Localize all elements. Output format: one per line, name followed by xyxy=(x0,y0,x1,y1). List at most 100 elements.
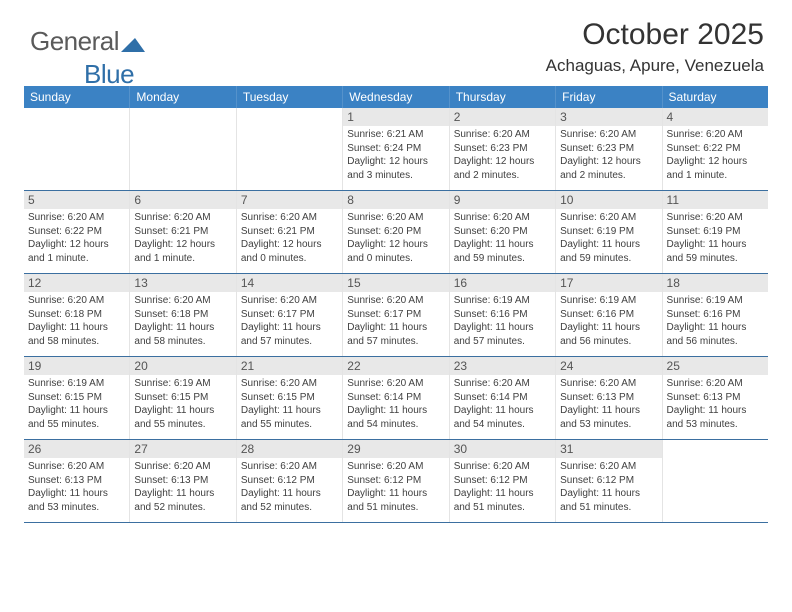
day-cell: 26Sunrise: 6:20 AMSunset: 6:13 PMDayligh… xyxy=(24,440,130,522)
logo-triangle-icon xyxy=(121,28,145,59)
day-number: 30 xyxy=(450,440,555,458)
location: Achaguas, Apure, Venezuela xyxy=(546,56,764,76)
day-number: 18 xyxy=(663,274,768,292)
day-number: 23 xyxy=(450,357,555,375)
day-number: 29 xyxy=(343,440,448,458)
day-number: 13 xyxy=(130,274,235,292)
day-cell: 7Sunrise: 6:20 AMSunset: 6:21 PMDaylight… xyxy=(237,191,343,273)
day-info: Sunrise: 6:20 AMSunset: 6:13 PMDaylight:… xyxy=(130,458,235,516)
day-cell: 29Sunrise: 6:20 AMSunset: 6:12 PMDayligh… xyxy=(343,440,449,522)
day-info: Sunrise: 6:20 AMSunset: 6:17 PMDaylight:… xyxy=(237,292,342,350)
day-info: Sunrise: 6:20 AMSunset: 6:13 PMDaylight:… xyxy=(24,458,129,516)
day-number: 4 xyxy=(663,108,768,126)
day-info: Sunrise: 6:20 AMSunset: 6:18 PMDaylight:… xyxy=(130,292,235,350)
day-info: Sunrise: 6:20 AMSunset: 6:12 PMDaylight:… xyxy=(450,458,555,516)
weekday-label: Saturday xyxy=(663,86,768,108)
week-row: 19Sunrise: 6:19 AMSunset: 6:15 PMDayligh… xyxy=(24,357,768,440)
day-info: Sunrise: 6:20 AMSunset: 6:20 PMDaylight:… xyxy=(343,209,448,267)
day-cell xyxy=(24,108,130,190)
day-info: Sunrise: 6:20 AMSunset: 6:22 PMDaylight:… xyxy=(24,209,129,267)
weekday-label: Monday xyxy=(130,86,236,108)
day-cell: 14Sunrise: 6:20 AMSunset: 6:17 PMDayligh… xyxy=(237,274,343,356)
day-info: Sunrise: 6:20 AMSunset: 6:15 PMDaylight:… xyxy=(237,375,342,433)
day-cell: 13Sunrise: 6:20 AMSunset: 6:18 PMDayligh… xyxy=(130,274,236,356)
logo: General Blue xyxy=(30,26,145,90)
day-cell: 22Sunrise: 6:20 AMSunset: 6:14 PMDayligh… xyxy=(343,357,449,439)
day-number: 25 xyxy=(663,357,768,375)
day-number: 6 xyxy=(130,191,235,209)
day-info: Sunrise: 6:20 AMSunset: 6:21 PMDaylight:… xyxy=(237,209,342,267)
day-number: 27 xyxy=(130,440,235,458)
day-number: 15 xyxy=(343,274,448,292)
day-number: 16 xyxy=(450,274,555,292)
weekday-label: Tuesday xyxy=(237,86,343,108)
day-info: Sunrise: 6:20 AMSunset: 6:21 PMDaylight:… xyxy=(130,209,235,267)
day-info: Sunrise: 6:19 AMSunset: 6:16 PMDaylight:… xyxy=(556,292,661,350)
day-info: Sunrise: 6:20 AMSunset: 6:17 PMDaylight:… xyxy=(343,292,448,350)
day-cell xyxy=(663,440,768,522)
day-cell: 18Sunrise: 6:19 AMSunset: 6:16 PMDayligh… xyxy=(663,274,768,356)
week-row: 26Sunrise: 6:20 AMSunset: 6:13 PMDayligh… xyxy=(24,440,768,523)
day-cell: 1Sunrise: 6:21 AMSunset: 6:24 PMDaylight… xyxy=(343,108,449,190)
day-info: Sunrise: 6:20 AMSunset: 6:12 PMDaylight:… xyxy=(237,458,342,516)
day-info: Sunrise: 6:20 AMSunset: 6:23 PMDaylight:… xyxy=(556,126,661,184)
day-cell xyxy=(237,108,343,190)
day-number: 11 xyxy=(663,191,768,209)
day-info: Sunrise: 6:20 AMSunset: 6:13 PMDaylight:… xyxy=(556,375,661,433)
day-cell: 19Sunrise: 6:19 AMSunset: 6:15 PMDayligh… xyxy=(24,357,130,439)
day-info: Sunrise: 6:20 AMSunset: 6:13 PMDaylight:… xyxy=(663,375,768,433)
day-number: 20 xyxy=(130,357,235,375)
weekday-header: SundayMondayTuesdayWednesdayThursdayFrid… xyxy=(24,86,768,108)
day-info: Sunrise: 6:19 AMSunset: 6:15 PMDaylight:… xyxy=(24,375,129,433)
month-title: October 2025 xyxy=(546,18,764,52)
day-info: Sunrise: 6:20 AMSunset: 6:19 PMDaylight:… xyxy=(556,209,661,267)
day-cell xyxy=(130,108,236,190)
day-number: 3 xyxy=(556,108,661,126)
day-number: 7 xyxy=(237,191,342,209)
day-cell: 25Sunrise: 6:20 AMSunset: 6:13 PMDayligh… xyxy=(663,357,768,439)
day-info: Sunrise: 6:20 AMSunset: 6:18 PMDaylight:… xyxy=(24,292,129,350)
day-cell: 6Sunrise: 6:20 AMSunset: 6:21 PMDaylight… xyxy=(130,191,236,273)
day-number: 2 xyxy=(450,108,555,126)
day-cell: 12Sunrise: 6:20 AMSunset: 6:18 PMDayligh… xyxy=(24,274,130,356)
day-info: Sunrise: 6:19 AMSunset: 6:15 PMDaylight:… xyxy=(130,375,235,433)
day-cell: 27Sunrise: 6:20 AMSunset: 6:13 PMDayligh… xyxy=(130,440,236,522)
logo-text-general: General xyxy=(30,26,119,56)
day-info: Sunrise: 6:19 AMSunset: 6:16 PMDaylight:… xyxy=(450,292,555,350)
day-info: Sunrise: 6:20 AMSunset: 6:22 PMDaylight:… xyxy=(663,126,768,184)
weekday-label: Friday xyxy=(556,86,662,108)
day-number: 31 xyxy=(556,440,661,458)
day-number: 8 xyxy=(343,191,448,209)
week-row: 1Sunrise: 6:21 AMSunset: 6:24 PMDaylight… xyxy=(24,108,768,191)
day-cell: 16Sunrise: 6:19 AMSunset: 6:16 PMDayligh… xyxy=(450,274,556,356)
day-cell: 11Sunrise: 6:20 AMSunset: 6:19 PMDayligh… xyxy=(663,191,768,273)
day-cell: 30Sunrise: 6:20 AMSunset: 6:12 PMDayligh… xyxy=(450,440,556,522)
day-number: 21 xyxy=(237,357,342,375)
day-number: 9 xyxy=(450,191,555,209)
week-row: 5Sunrise: 6:20 AMSunset: 6:22 PMDaylight… xyxy=(24,191,768,274)
logo-text-blue: Blue xyxy=(84,59,134,89)
day-cell: 9Sunrise: 6:20 AMSunset: 6:20 PMDaylight… xyxy=(450,191,556,273)
weekday-label: Thursday xyxy=(450,86,556,108)
day-info: Sunrise: 6:20 AMSunset: 6:19 PMDaylight:… xyxy=(663,209,768,267)
weekday-label: Wednesday xyxy=(343,86,449,108)
calendar: SundayMondayTuesdayWednesdayThursdayFrid… xyxy=(24,86,768,523)
day-number: 19 xyxy=(24,357,129,375)
day-cell: 23Sunrise: 6:20 AMSunset: 6:14 PMDayligh… xyxy=(450,357,556,439)
day-cell: 24Sunrise: 6:20 AMSunset: 6:13 PMDayligh… xyxy=(556,357,662,439)
day-number: 10 xyxy=(556,191,661,209)
day-cell: 15Sunrise: 6:20 AMSunset: 6:17 PMDayligh… xyxy=(343,274,449,356)
day-number: 28 xyxy=(237,440,342,458)
day-info: Sunrise: 6:20 AMSunset: 6:14 PMDaylight:… xyxy=(450,375,555,433)
day-number: 26 xyxy=(24,440,129,458)
week-row: 12Sunrise: 6:20 AMSunset: 6:18 PMDayligh… xyxy=(24,274,768,357)
day-cell: 2Sunrise: 6:20 AMSunset: 6:23 PMDaylight… xyxy=(450,108,556,190)
day-number: 17 xyxy=(556,274,661,292)
day-number: 5 xyxy=(24,191,129,209)
day-info: Sunrise: 6:20 AMSunset: 6:12 PMDaylight:… xyxy=(556,458,661,516)
day-cell: 3Sunrise: 6:20 AMSunset: 6:23 PMDaylight… xyxy=(556,108,662,190)
day-number: 12 xyxy=(24,274,129,292)
header-right: October 2025 Achaguas, Apure, Venezuela xyxy=(546,18,764,76)
day-cell: 8Sunrise: 6:20 AMSunset: 6:20 PMDaylight… xyxy=(343,191,449,273)
day-cell: 28Sunrise: 6:20 AMSunset: 6:12 PMDayligh… xyxy=(237,440,343,522)
